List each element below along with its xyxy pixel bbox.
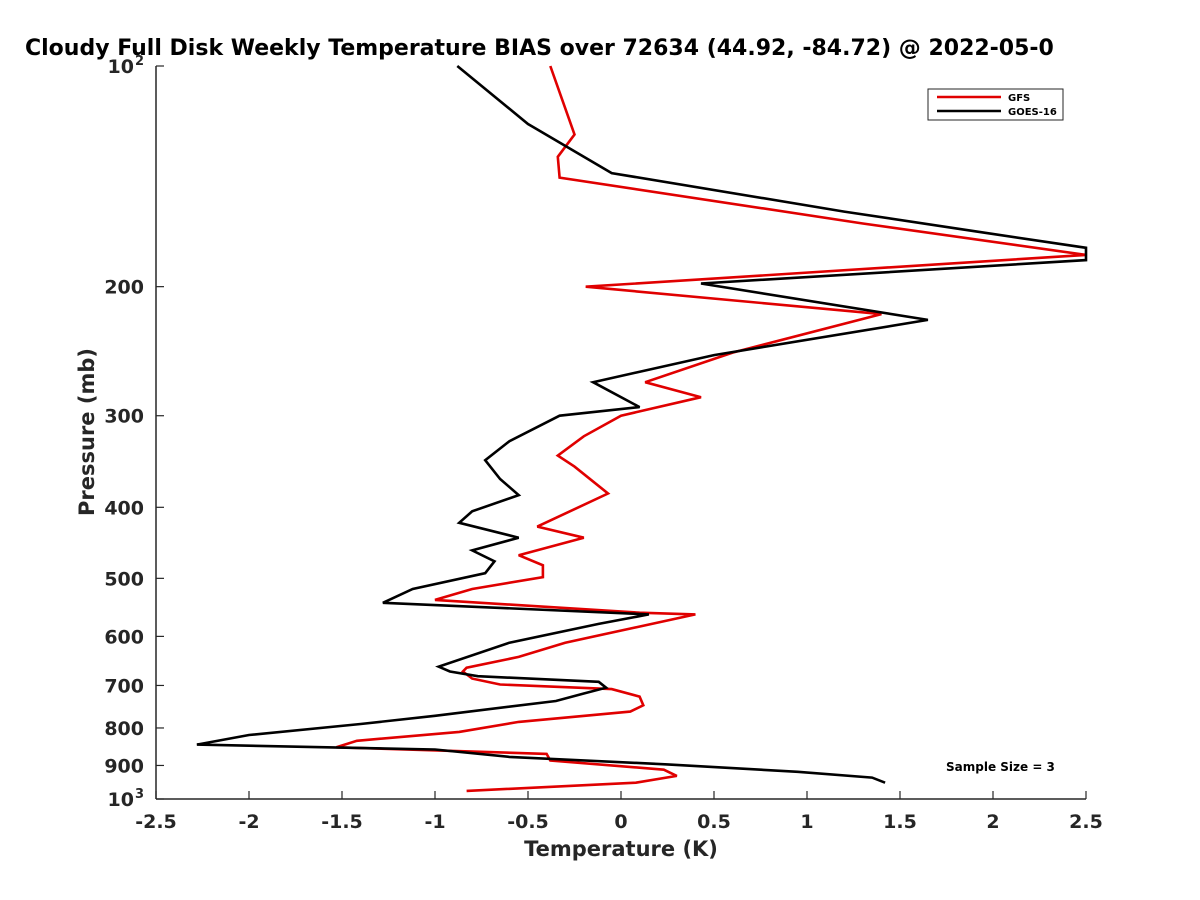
y-tick-exponent: 3 xyxy=(135,787,144,802)
x-tick-label: 1 xyxy=(800,811,813,833)
y-tick-label: 900 xyxy=(104,755,144,777)
series-line-goes-16 xyxy=(196,64,1088,784)
chart-title: Cloudy Full Disk Weekly Temperature BIAS… xyxy=(25,36,1054,61)
x-tick-label: -0.5 xyxy=(507,811,549,833)
y-tick-label: 400 xyxy=(104,497,144,519)
legend-label-gfs: GFS xyxy=(1008,93,1030,104)
legend-box xyxy=(927,88,1064,121)
sample-size-annotation: Sample Size = 3 xyxy=(946,760,1055,774)
y-tick-label: 700 xyxy=(104,675,144,697)
y-tick-label: 300 xyxy=(104,406,144,428)
y-tick-label: 500 xyxy=(104,568,144,590)
y-tick-label: 600 xyxy=(104,626,144,648)
x-axis-label: Temperature (K) xyxy=(524,837,718,861)
x-tick-label: -1 xyxy=(424,811,445,833)
y-tick-label: 10 xyxy=(108,56,134,78)
x-tick-label: 1.5 xyxy=(883,811,917,833)
x-tick-label: 2.5 xyxy=(1069,811,1103,833)
y-tick-label: 200 xyxy=(104,277,144,299)
series-layer xyxy=(196,64,1088,793)
y-tick-label: 800 xyxy=(104,718,144,740)
x-ticks: -2.5 -2 -1.5 -1 -0.5 0 0.5 1 1.5 2 2.5 xyxy=(135,791,1103,833)
x-tick-label: -2.5 xyxy=(135,811,177,833)
x-tick-label: 0 xyxy=(614,811,627,833)
series-line-gfs xyxy=(336,65,1087,793)
x-tick-label: -2 xyxy=(238,811,259,833)
legend-label-goes16: GOES-16 xyxy=(1008,107,1057,118)
legend: GFS GOES-16 xyxy=(927,88,1064,121)
x-tick-label: -1.5 xyxy=(321,811,363,833)
y-tick-exponent: 2 xyxy=(135,54,144,69)
x-tick-label: 0.5 xyxy=(697,811,731,833)
y-axis-label: Pressure (mb) xyxy=(75,348,99,516)
y-tick-label: 10 xyxy=(108,789,134,811)
x-tick-label: 2 xyxy=(986,811,999,833)
